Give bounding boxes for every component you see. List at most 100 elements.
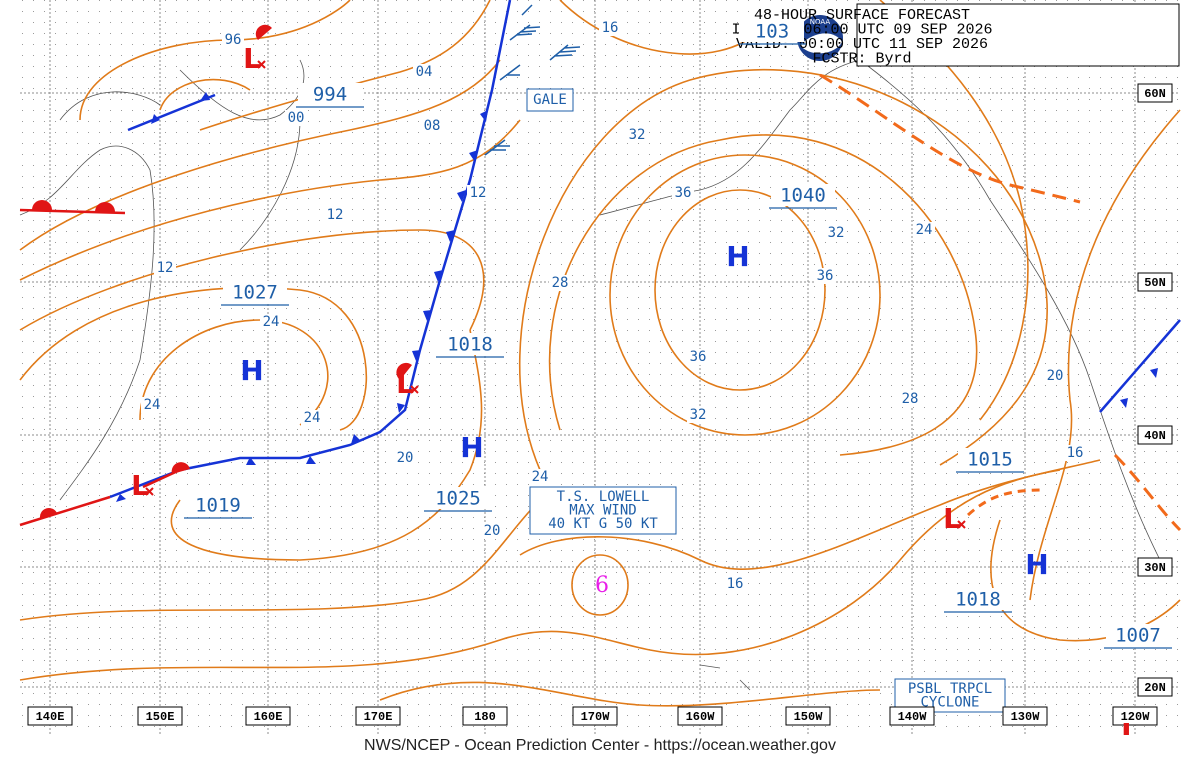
low-x bbox=[957, 520, 966, 529]
contour-label: 24 bbox=[144, 397, 161, 413]
contour-bg bbox=[222, 32, 244, 48]
low-symbol: L bbox=[396, 367, 414, 400]
lon-label: 140W bbox=[898, 710, 928, 724]
low-symbol: L bbox=[243, 42, 261, 75]
pressure-label: 1025 bbox=[435, 488, 481, 510]
contour-label: 28 bbox=[902, 391, 919, 407]
lon-label: 160W bbox=[686, 710, 716, 724]
pressure-label: 994 bbox=[313, 84, 347, 106]
high-symbol: H bbox=[1025, 548, 1048, 581]
lon-label: 150W bbox=[794, 710, 824, 724]
gale-box bbox=[526, 88, 574, 112]
pressure-label: 1040 bbox=[780, 185, 826, 207]
contour-label: 04 bbox=[416, 64, 433, 80]
pressure-bg bbox=[771, 184, 835, 206]
contour-label: 16 bbox=[602, 20, 619, 36]
lon-label: 180 bbox=[474, 710, 496, 724]
storm-box bbox=[529, 486, 677, 535]
lon-label-box bbox=[137, 706, 183, 726]
graticule bbox=[20, 0, 1180, 735]
pressure-label: 1027 bbox=[232, 282, 278, 304]
pressure-bg bbox=[1106, 624, 1170, 646]
contour-label: 12 bbox=[470, 185, 487, 201]
cyclone-label: CYCLONE bbox=[920, 695, 979, 711]
contour-label: 12 bbox=[157, 260, 174, 276]
lon-label-box bbox=[572, 706, 618, 726]
contour-bg bbox=[324, 207, 346, 223]
header-line: 48-HOUR SURFACE FORECAST bbox=[754, 7, 970, 24]
header-line: FCSTR: Byrd bbox=[812, 50, 911, 67]
lon-label-box bbox=[785, 706, 831, 726]
contour-bg bbox=[687, 349, 709, 365]
lon-label: 150E bbox=[146, 710, 175, 724]
storm-label: 40 KT G 50 KT bbox=[548, 516, 658, 532]
contour-label: 36 bbox=[690, 349, 707, 365]
footer: NWS/NCEP - Ocean Prediction Center - htt… bbox=[364, 737, 836, 754]
dotted-grid bbox=[20, 0, 1180, 735]
fronts bbox=[19, 0, 1182, 532]
pressure-label: 1018 bbox=[955, 589, 1001, 611]
cyclone-label: PSBL TRPCL bbox=[908, 681, 992, 697]
noaa-logo: NOAA bbox=[797, 15, 843, 61]
lat-label-box bbox=[1137, 425, 1173, 445]
contour-label: 24 bbox=[916, 222, 933, 238]
lat-label: 50N bbox=[1144, 276, 1166, 290]
high-symbol: H bbox=[726, 240, 749, 273]
lon-label-box bbox=[1002, 706, 1048, 726]
contour-bg bbox=[394, 450, 416, 466]
contour-bg bbox=[825, 225, 847, 241]
lon-label: 170E bbox=[364, 710, 393, 724]
lon-label-box bbox=[245, 706, 291, 726]
pressure-label: 1019 bbox=[195, 495, 241, 517]
contour-bg bbox=[301, 410, 323, 426]
contour-bg bbox=[913, 222, 935, 238]
contour-label: 08 bbox=[424, 118, 441, 134]
contour-label: 20 bbox=[484, 523, 501, 539]
contour-label: 28 bbox=[552, 275, 569, 291]
lat-label-box bbox=[1137, 272, 1173, 292]
storm-symbol: 6 bbox=[595, 573, 609, 598]
pressure-label: 1015 bbox=[967, 449, 1013, 471]
lat-label: 20N bbox=[1144, 681, 1166, 695]
contour-label: 96 bbox=[225, 32, 242, 48]
low-x bbox=[145, 487, 154, 496]
pressure-bg bbox=[298, 83, 362, 105]
lat-label-box bbox=[1137, 677, 1173, 697]
lon-label-box bbox=[355, 706, 401, 726]
footer-band bbox=[0, 735, 1200, 764]
lat-label-box bbox=[1137, 83, 1173, 103]
contour-bg bbox=[1064, 445, 1086, 461]
contour-bg bbox=[481, 523, 503, 539]
contour-label: 24 bbox=[263, 314, 280, 330]
contour-bg bbox=[413, 64, 435, 80]
lon-label: 120W bbox=[1121, 710, 1151, 724]
high-symbol: H bbox=[460, 431, 483, 464]
contour-bg bbox=[599, 20, 621, 36]
contour-bg bbox=[814, 268, 836, 284]
lon-label: 170W bbox=[581, 710, 611, 724]
contour-label: 16 bbox=[1067, 445, 1084, 461]
pressure-bg bbox=[438, 333, 502, 355]
contour-bg bbox=[467, 185, 489, 201]
contour-label: 32 bbox=[828, 225, 845, 241]
lon-label-box bbox=[27, 706, 73, 726]
contour-bg bbox=[899, 391, 921, 407]
contour-bg bbox=[154, 260, 176, 276]
contour-bg bbox=[285, 110, 307, 126]
pressure-bg bbox=[740, 20, 804, 42]
logo-text: NOAA bbox=[810, 18, 831, 26]
contour-bg bbox=[421, 118, 443, 134]
pressure-bg bbox=[958, 448, 1022, 470]
lat-label-box bbox=[1137, 557, 1173, 577]
contour-label: 36 bbox=[817, 268, 834, 284]
lat-label: 40N bbox=[1144, 429, 1166, 443]
lon-label-box bbox=[462, 706, 508, 726]
contour-bg bbox=[687, 407, 709, 423]
contour-label: 36 bbox=[675, 185, 692, 201]
contour-bg bbox=[529, 469, 551, 485]
low-x bbox=[257, 60, 266, 69]
contour-label: 32 bbox=[629, 127, 646, 143]
contour-label: 32 bbox=[690, 407, 707, 423]
contour-bg bbox=[1044, 368, 1066, 384]
